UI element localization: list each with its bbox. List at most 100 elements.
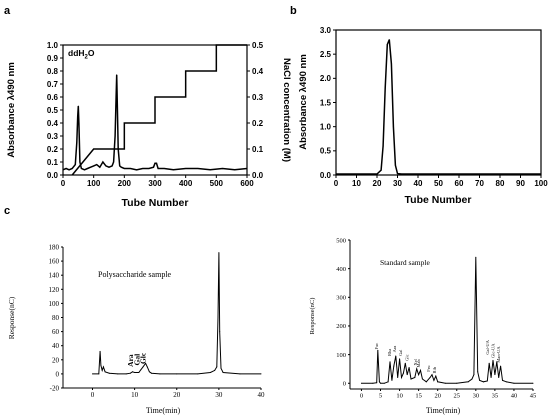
- a-series-1-point-36: [156, 162, 158, 164]
- c-right-series-1-point-38: [479, 379, 481, 381]
- b-x-tick-label: 70: [475, 179, 484, 188]
- b-x-tick-label: 50: [434, 179, 443, 188]
- peak-label-gal: Gal: [398, 349, 403, 356]
- b-series-1-point-16: [540, 173, 542, 175]
- a-series-1-point-39: [172, 169, 174, 171]
- x-axis-label-a: Tube Number: [122, 197, 189, 209]
- c-right-series-1-point-34: [471, 378, 473, 380]
- x-axis-label-b: Tube Number: [405, 194, 472, 206]
- b-x-tick-label: 100: [534, 179, 548, 188]
- c-right-series-1-point-42: [490, 377, 492, 379]
- a-x-tick-label: 100: [87, 179, 101, 188]
- chart-panel-c-right: 0 5 10 15 20 25 30 35 40 45 0 100 200 300 400 500 Fuc Rh…: [309, 237, 536, 415]
- a-series-1-point-0: [62, 169, 64, 171]
- a-series-1-point-15: [96, 164, 98, 166]
- a-series-1-point-2: [68, 169, 70, 171]
- a-series-1-point-6: [77, 116, 79, 117]
- a-series-1-point-24: [116, 74, 118, 76]
- a-y-tick-label: 0.1: [47, 158, 59, 167]
- nacl-series-a: [71, 44, 247, 176]
- c-right-series-1-point-28: [433, 379, 435, 381]
- a-series-2-point-2: [123, 122, 125, 124]
- c-left-series-1-point-9: [125, 373, 127, 375]
- c-left-series-1-point-23: [209, 371, 211, 373]
- a-series-1-point-32: [142, 168, 144, 169]
- c-right-series-1-point-29: [435, 375, 437, 377]
- c-left-series-1-point-26: [217, 317, 219, 318]
- c-left-series-1-point-5: [102, 366, 104, 368]
- a-series-1-point-13: [90, 166, 92, 168]
- a-x-tick-label: 200: [118, 179, 132, 188]
- a-series-1-point-35: [154, 162, 156, 164]
- c-right-series-1-point-30: [437, 381, 439, 383]
- peak-label-manua: Man-UA: [496, 346, 501, 363]
- c-right-series-1-point-44: [494, 374, 496, 376]
- c-left-series-1-point-10: [129, 372, 131, 374]
- c-left-series-1-point-11: [132, 371, 134, 373]
- c-left-series-1-point-20: [159, 373, 161, 375]
- b-series-1-point-7: [388, 39, 390, 41]
- a-y-tick-label: 0.5: [47, 106, 59, 115]
- c-right-series-1-point-49: [505, 381, 507, 383]
- c-right-x-tick-label: 0: [360, 393, 363, 400]
- b-y-tick-label: 2.0: [320, 74, 332, 83]
- b-series-1-point-13: [417, 173, 419, 175]
- chart-panel-c-left: 0 10 20 30 40 -20 0 20 40 60 80 100 120 140 160 180 Ara…: [7, 243, 265, 415]
- a-series-1-point-45: [246, 168, 248, 169]
- c-right-series-1-point-11: [395, 355, 397, 357]
- b-series-1-point-0: [335, 173, 337, 175]
- a-series-1-point-30: [129, 168, 131, 169]
- chart-panel-a: 0 100 200 300 400 500 6000.00.10.20.30.40.50.6…: [6, 41, 292, 209]
- a-series-1-point-22: [114, 135, 116, 137]
- c-left-series-1-point-16: [145, 362, 147, 364]
- c-right-series-1-point-46: [498, 377, 500, 379]
- a-series-1-point-33: [148, 168, 150, 169]
- c-right-series-1-point-10: [393, 365, 395, 367]
- a-x-tick-label: 0: [61, 179, 66, 188]
- c-right-y-tick-label: 500: [336, 237, 346, 244]
- c-right-series-1-point-32: [456, 382, 458, 384]
- c-right-series-1-point-0: [360, 382, 362, 384]
- c-right-series-1-point-12: [397, 377, 399, 379]
- b-series-1-point-3: [380, 169, 382, 171]
- a-series-1-point-26: [117, 148, 119, 150]
- c-left-y-tick-label: 80: [52, 314, 60, 322]
- chart-title-c-right: Standard sample: [380, 258, 430, 267]
- a-y-tick-label: 0.8: [47, 67, 59, 76]
- a-x-tick-label: 500: [210, 179, 224, 188]
- c-left-series-1-point-21: [176, 373, 178, 375]
- a-series-1-point-14: [93, 165, 95, 167]
- x-axis-label-c-right: Time(min): [426, 406, 461, 415]
- a-x-tick-label: 300: [148, 179, 162, 188]
- c-left-x-tick-label: 20: [173, 391, 181, 399]
- c-left-x-tick-label: 10: [131, 391, 139, 399]
- b-x-tick-label: 90: [516, 179, 525, 188]
- c-right-series-1-point-23: [420, 369, 422, 371]
- peak-label-glc: Glc: [139, 352, 148, 364]
- a-series-1-point-19: [108, 166, 110, 168]
- peak-label-galua: Gal-UA: [485, 339, 490, 354]
- c-left-y-tick-label: -20: [50, 384, 60, 392]
- x-axis-label-c-left: Time(min): [146, 406, 181, 415]
- a-y-tick-label: 0.4: [252, 67, 264, 76]
- a-y-tick-label: 0.3: [252, 93, 264, 102]
- c-right-x-tick-label: 10: [396, 393, 403, 400]
- c-right-series-1-point-31: [444, 382, 446, 384]
- b-x-tick-label: 60: [455, 179, 464, 188]
- c-right-series-1-point-17: [406, 374, 408, 376]
- a-y-tick-label: 0.0: [47, 171, 59, 180]
- c-right-series-1-point-7: [387, 381, 389, 383]
- panel-label-a: a: [4, 5, 11, 17]
- a-series-1-point-3: [71, 168, 73, 169]
- c-left-series-1-point-17: [146, 366, 148, 368]
- c-left-y-tick-label: 160: [49, 258, 60, 266]
- a-series-2-point-1: [93, 148, 95, 150]
- c-right-x-tick-label: 5: [379, 393, 382, 400]
- c-right-series-1-point-19: [410, 378, 412, 380]
- c-left-series-1-point-8: [117, 373, 119, 375]
- c-right-series-1-point-20: [414, 377, 416, 379]
- c-right-series-1-point-40: [486, 380, 488, 382]
- a-series-1-point-8: [78, 122, 80, 124]
- c-left-series-1-point-32: [260, 373, 262, 375]
- chart-panel-b: 0 10 20 30 40 50 60 70 80 90 100 0.0 0.5 1.0 1.5 2.0 2.5…: [298, 26, 548, 206]
